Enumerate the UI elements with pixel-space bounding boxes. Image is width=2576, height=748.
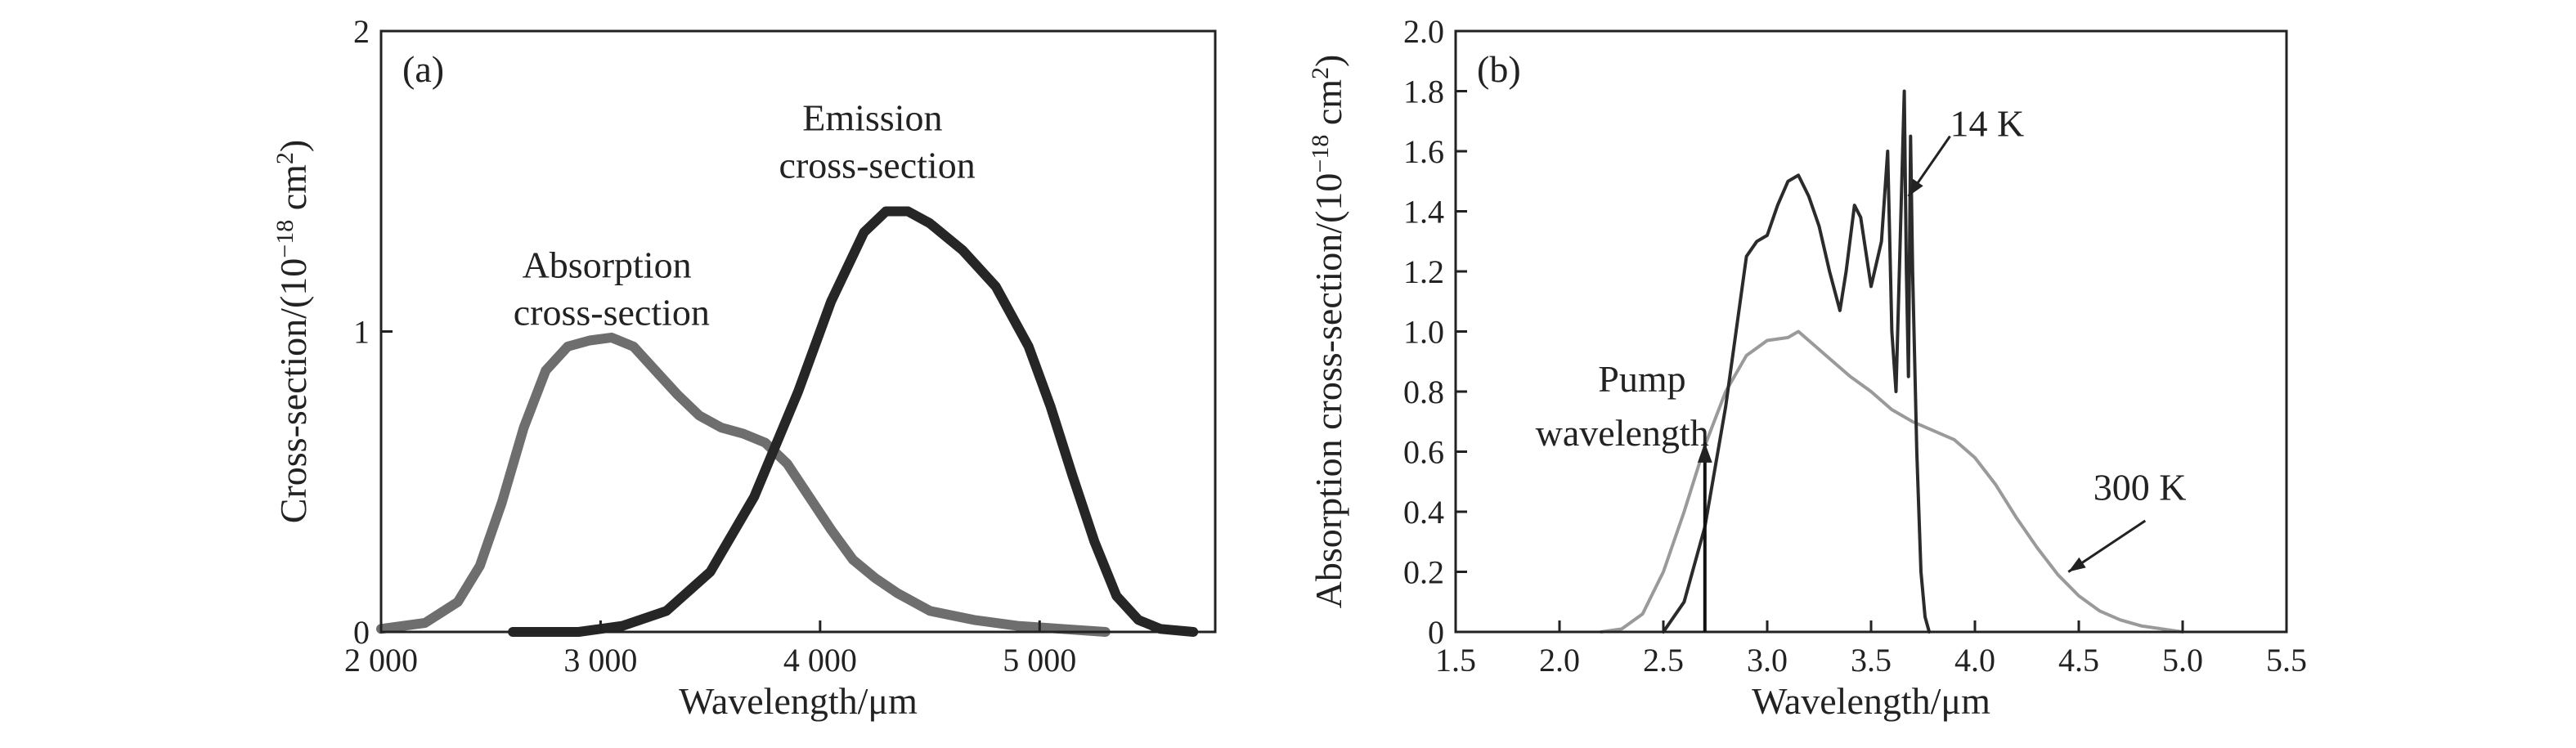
panel-a-x-tick-label: 4 000 [783, 642, 857, 679]
panel-a-y-axis-title-unit-exponent: 2 [272, 152, 298, 164]
panel-a-x-tick-label: 3 000 [563, 642, 637, 679]
panel-b-x-tick-label: 4.0 [1954, 642, 1995, 679]
panel-a-y-axis-title-close: ) [272, 140, 314, 152]
panel-b-pump-arrowhead [1697, 442, 1712, 463]
panel-b-x-tick-label: 2.5 [1643, 642, 1684, 679]
panel-a-ticks: 2 000 3 000 4 000 5 000 0 1 2 [344, 13, 1076, 679]
panel-b-300k-arrowhead [2068, 557, 2086, 572]
panel-b-y-tick-label: 1.4 [1403, 194, 1444, 231]
panel-a-y-tick-label: 1 [353, 314, 370, 351]
panel-b-ticks: 1.5 2.0 2.5 3.0 3.5 4.0 4.5 5.0 5.5 0 0.2 0.4 0.6 0.8… [1403, 13, 2307, 679]
panel-b-x-tick-label: 1.5 [1435, 642, 1476, 679]
panel-a-y-axis-title-exponent: −18 [272, 220, 298, 258]
panel-b-x-axis-title: Wavelength/μm [1752, 680, 1990, 722]
panel-a-y-axis-title-unit: cm [272, 164, 314, 220]
panel-a: 2 000 3 000 4 000 5 000 0 1 2 (a) Wavelength/μ… [272, 13, 1217, 722]
panel-b-y-tick-label: 0.6 [1403, 434, 1444, 471]
panel-b-series-k14-line [1662, 89, 1932, 634]
panel-b-300k-label: 300 K [2094, 466, 2187, 508]
panel-b: 1.5 2.0 2.5 3.0 3.5 4.0 4.5 5.0 5.5 0 0.2 0.4 0.6 0.8… [1307, 13, 2308, 722]
panel-a-y-tick-label: 0 [353, 614, 370, 651]
panel-b-pump-label-line-2: wavelength [1536, 412, 1709, 454]
panel-b-x-tick-label: 3.5 [1851, 642, 1892, 679]
panel-b-axes-frame [1454, 29, 2288, 634]
panel-b-14k-arrowhead [1908, 178, 1923, 197]
panel-b-y-tick-label: 1.0 [1403, 314, 1444, 351]
panel-b-y-axis-title-exponent: −18 [1307, 135, 1334, 173]
panel-b-tag: (b) [1477, 48, 1521, 90]
panel-b-y-axis-title-unit: cm [1308, 79, 1349, 135]
panel-b-14k-label: 14 K [1950, 103, 2025, 145]
panel-a-series-absorption-line [376, 332, 1111, 637]
panel-b-y-tick-label: 1.6 [1403, 133, 1444, 170]
panel-b-y-tick-label: 1.8 [1403, 74, 1444, 110]
panel-b-y-axis-title: Absorption cross-section/(10−18 cm2) [1307, 55, 1350, 609]
panel-b-y-tick-label: 0.8 [1403, 374, 1444, 410]
panel-a-x-tick-label: 5 000 [1003, 642, 1076, 679]
panel-a-y-tick-label: 2 [353, 13, 370, 50]
panel-b-pump-label-line-1: Pump [1598, 358, 1685, 400]
panel-a-series-emission-line [508, 206, 1199, 637]
panel-a-emission-annotation-line-1: Emission [802, 96, 942, 138]
panel-b-pump-label: Pump wavelength [1536, 358, 1709, 454]
panel-b-y-tick-label: 0 [1428, 614, 1444, 651]
panel-a-absorption-annotation: Absorption cross-section [514, 244, 710, 333]
panel-b-y-tick-label: 0.4 [1403, 494, 1444, 531]
panel-a-emission-annotation: Emission cross-section [779, 96, 976, 186]
panel-a-absorption-annotation-line-1: Absorption [523, 244, 692, 285]
panel-b-y-tick-label: 0.2 [1403, 554, 1444, 591]
panel-b-y-tick-label: 2.0 [1403, 13, 1444, 50]
panel-a-absorption-annotation-line-2: cross-section [514, 291, 710, 333]
panel-b-y-tick-label: 1.2 [1403, 253, 1444, 290]
panel-b-y-axis-title-close: ) [1308, 55, 1349, 67]
panel-a-x-tick-label: 2 000 [344, 642, 418, 679]
panel-b-annotations: 14 K 300 K Pump wavelength [1536, 103, 2187, 632]
panel-a-x-axis-title: Wavelength/μm [679, 680, 918, 722]
panel-a-emission-annotation-line-2: cross-section [779, 144, 976, 186]
panel-a-y-axis-title: Cross-section/(10−18 cm2) [272, 140, 315, 523]
panel-b-x-tick-label: 3.0 [1747, 642, 1788, 679]
panel-b-y-axis-title-unit-exponent: 2 [1307, 67, 1334, 79]
panel-a-plot-area [376, 206, 1199, 637]
panel-b-x-tick-label: 4.5 [2058, 642, 2099, 679]
panel-b-x-tick-label: 5.5 [2266, 642, 2307, 679]
panel-b-y-axis-title-main: Absorption cross-section/(10 [1308, 173, 1349, 609]
panel-a-y-axis-title-main: Cross-section/(10 [272, 258, 314, 524]
panel-b-x-tick-label: 2.0 [1539, 642, 1580, 679]
panel-a-tag: (a) [402, 48, 444, 90]
panel-b-x-tick-label: 5.0 [2162, 642, 2203, 679]
